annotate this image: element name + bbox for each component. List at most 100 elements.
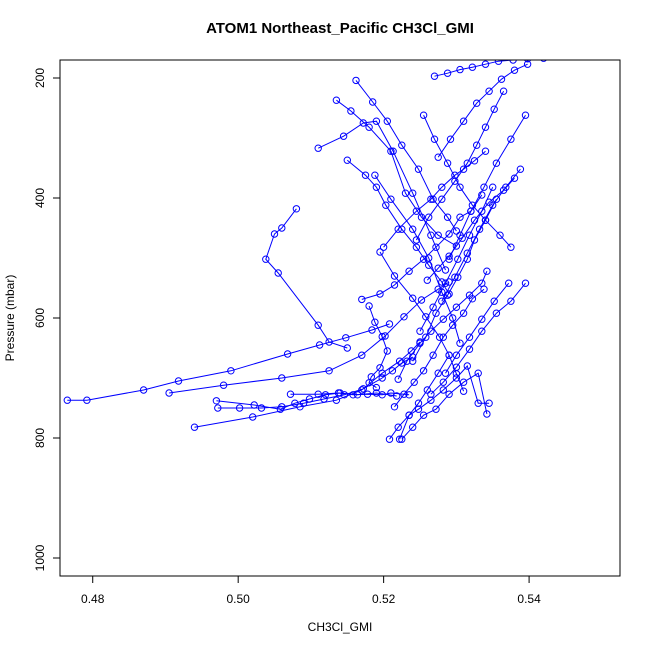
data-point [478,327,486,335]
data-point [465,333,474,341]
profile-series [412,87,508,244]
data-point [505,279,513,287]
data-point [422,333,430,341]
data-point [365,379,373,387]
data-point [475,225,484,233]
data-point [481,147,490,155]
x-axis: 0.48 0.50 0.52 0.54 [81,575,541,606]
data-point [401,189,410,197]
data-point [490,297,498,305]
data-point [473,141,481,149]
data-point [439,378,447,386]
data-point [390,272,399,280]
data-point [438,278,446,286]
data-point [478,279,486,287]
data-point [429,351,437,359]
data-point [465,345,474,353]
data-point [390,403,399,411]
data-point [372,117,381,125]
data-point [378,391,386,399]
data-point [489,201,497,209]
profile-series [63,320,394,404]
profile-series [423,174,519,284]
data-point [395,435,404,443]
data-point [305,395,314,403]
data-point [419,411,428,419]
data-point [452,363,461,371]
data-point [443,69,452,77]
data-point [212,397,221,405]
data-point [372,183,381,191]
x-tick-label: 0.50 [227,592,251,606]
data-point [227,367,235,375]
data-point [365,302,373,310]
x-tick-label: 0.52 [372,592,396,606]
data-point [409,189,417,197]
data-point [456,339,464,347]
data-point [262,255,270,263]
profile-series [430,60,547,80]
data-point [446,135,455,143]
data-point [278,224,286,232]
profile-series [438,165,525,305]
data-point [417,213,426,221]
profile-line [355,80,457,232]
data-point [441,266,450,274]
data-point [427,390,435,398]
data-point [332,96,341,104]
series-layer [63,60,547,443]
data-point [478,315,486,323]
data-point [412,207,421,215]
profile-line [441,168,521,302]
profile-line [368,305,388,389]
data-point [283,350,292,358]
data-point [359,385,367,393]
data-point [459,378,468,386]
data-point [387,389,395,397]
profile-series [445,111,530,263]
data-point [363,390,372,398]
data-point [490,105,498,113]
data-point [465,291,474,299]
data-point [369,98,377,106]
data-point [394,225,402,233]
data-point [510,174,519,182]
data-point [343,156,351,164]
data-point [459,309,468,317]
data-point [470,236,479,244]
profile-series [385,351,453,443]
y-tick-label: 400 [33,188,47,208]
y-axis-label: Pressure (mbar) [3,275,17,362]
data-point [445,252,453,260]
data-point [219,381,228,389]
data-point [249,413,257,421]
data-point [434,264,442,272]
y-axis: 200 400 600 800 1000 [33,68,61,571]
data-point [485,399,493,407]
data-point [405,391,413,399]
profile-line [437,63,528,158]
data-point [378,332,386,341]
profile-line [317,120,446,271]
data-point [443,291,452,299]
data-point [165,389,173,397]
data-point [347,107,355,115]
data-point [509,60,517,64]
data-point [174,377,183,385]
data-point [432,405,440,413]
data-point [393,392,401,400]
data-point [416,339,424,347]
data-point [274,269,282,277]
data-point [389,147,397,155]
data-point [257,404,266,412]
profile-series [371,171,464,347]
data-point [496,231,504,239]
data-point [427,231,435,239]
data-point [382,201,390,209]
data-point [473,99,481,107]
data-point [449,314,457,322]
data-point [474,369,482,377]
profile-line [336,99,457,247]
data-point [425,254,433,262]
